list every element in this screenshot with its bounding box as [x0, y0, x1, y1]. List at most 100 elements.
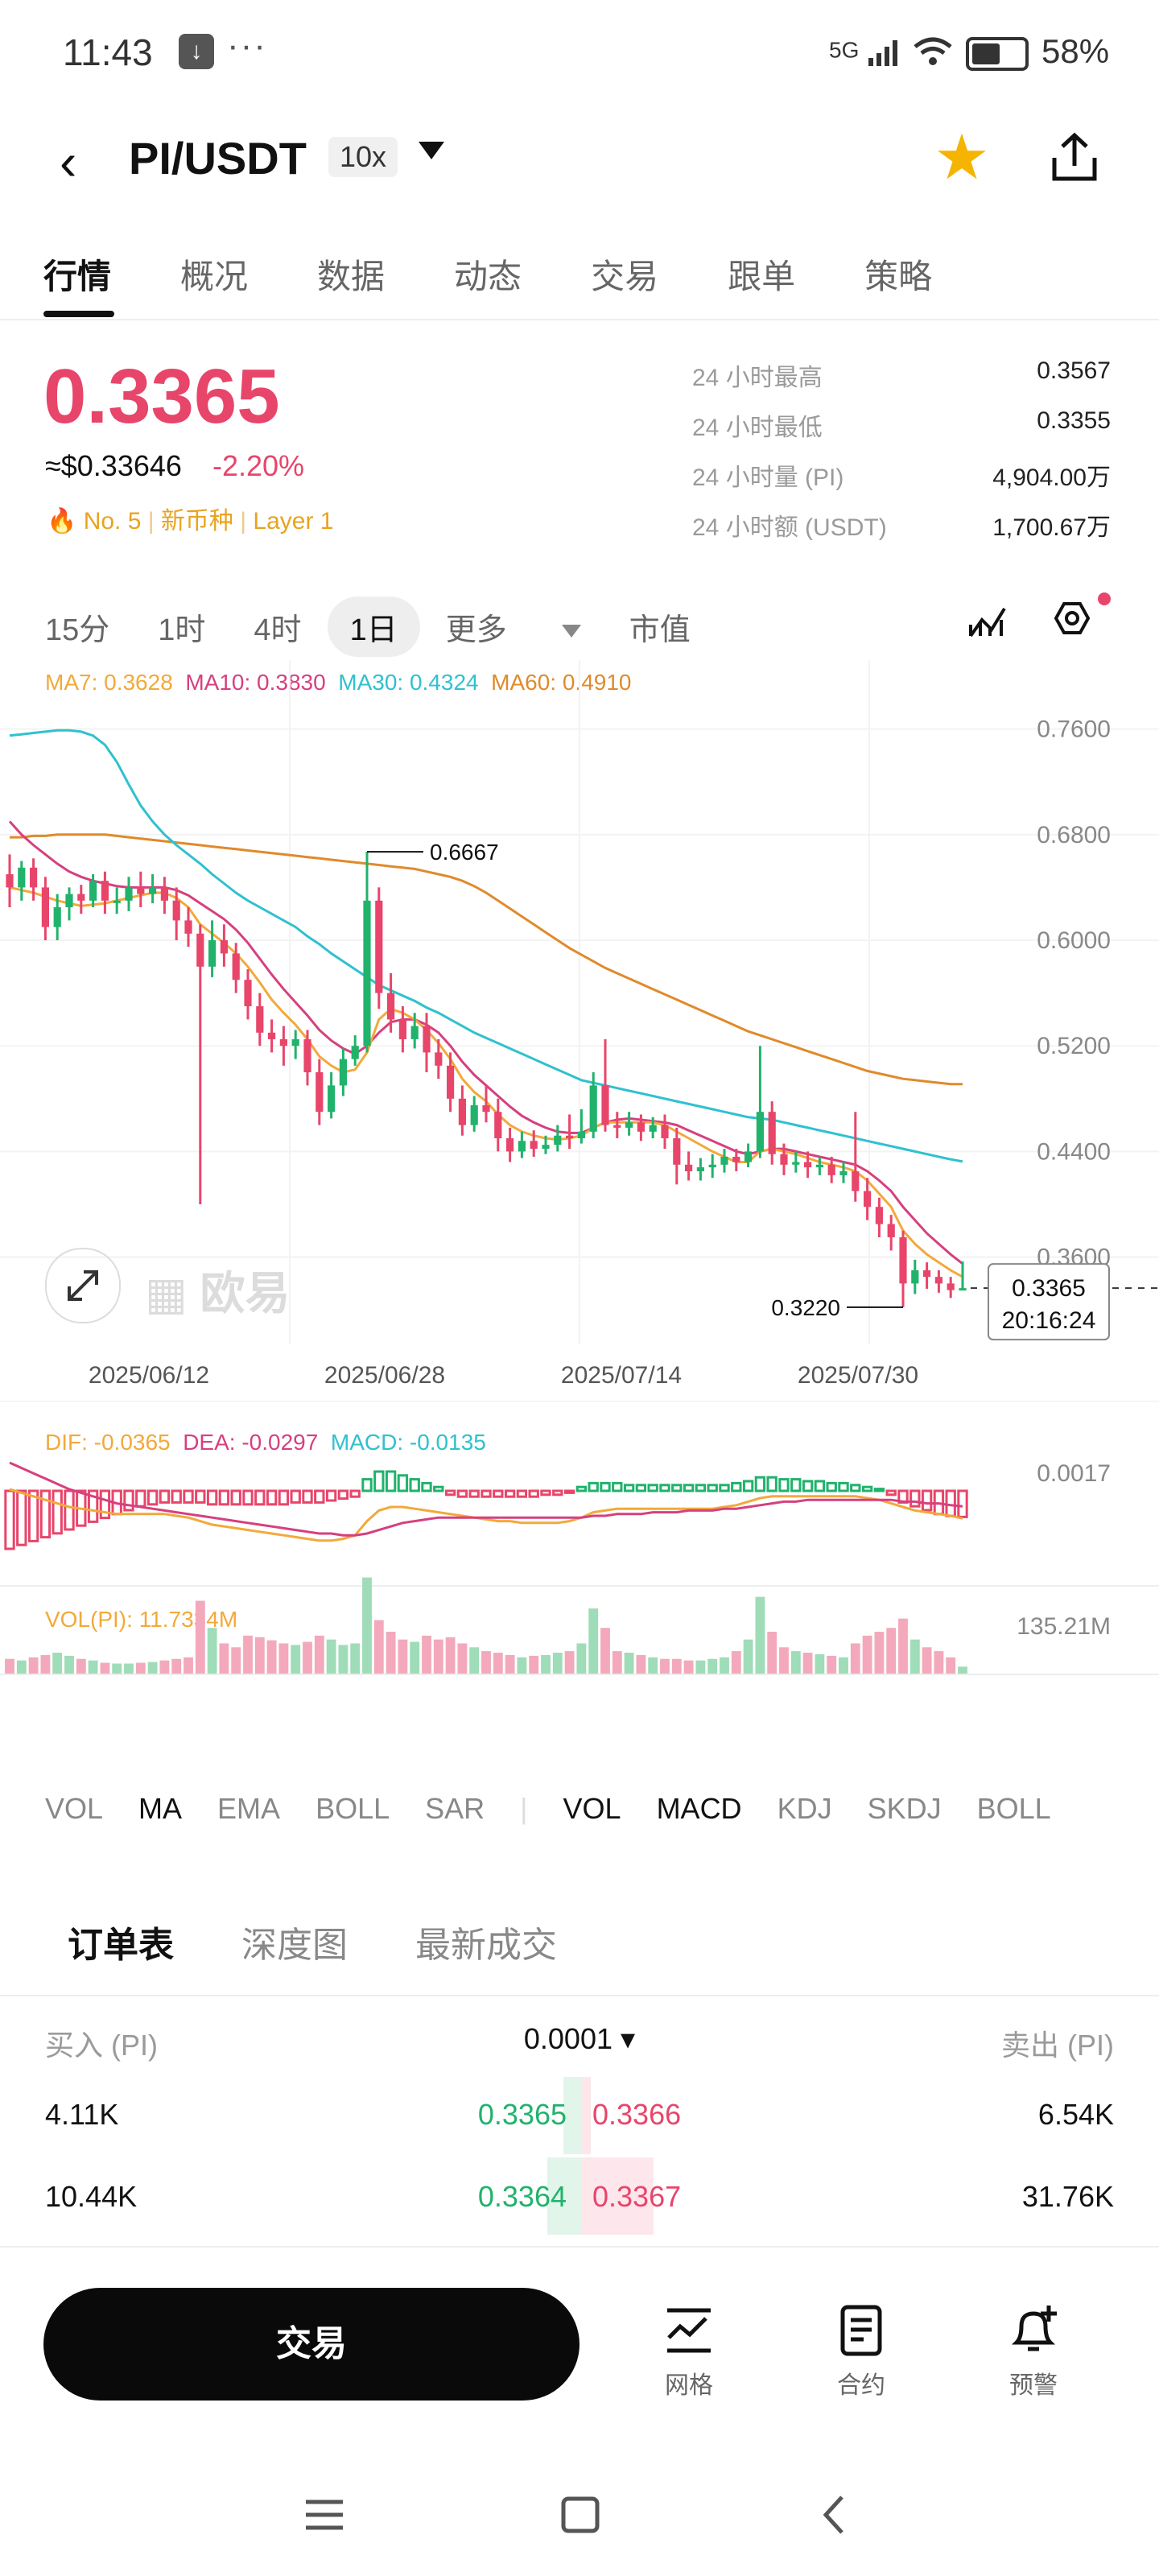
settings-icon[interactable]: [1054, 602, 1091, 634]
macd-bar: [337, 1489, 349, 1501]
home-icon[interactable]: [561, 2496, 600, 2533]
volume-bar: [100, 1662, 110, 1674]
new-coin-tag[interactable]: 新币种: [160, 508, 233, 535]
tab-depth[interactable]: 深度图: [241, 1926, 348, 1965]
sub-macd[interactable]: MACD: [656, 1792, 742, 1825]
grid-button[interactable]: 网格: [633, 2302, 745, 2401]
ind-ema[interactable]: EMA: [217, 1792, 281, 1825]
candle: [530, 1141, 538, 1150]
favorite-star-icon[interactable]: ★: [934, 122, 990, 192]
tf-market-cap[interactable]: 市值: [629, 613, 691, 647]
macd-bar: [528, 1489, 539, 1498]
tf-more[interactable]: 更多: [446, 605, 581, 649]
volume-bar: [76, 1658, 86, 1674]
macd-bar: [195, 1489, 206, 1504]
candle: [30, 867, 38, 888]
y-tick-label: 0.5200: [1037, 1033, 1111, 1059]
tab-news[interactable]: 动态: [454, 257, 522, 295]
candle: [839, 1171, 848, 1175]
macd-bar: [171, 1489, 182, 1504]
tab-orderbook[interactable]: 订单表: [68, 1926, 174, 1965]
tf-4h[interactable]: 4时: [254, 613, 302, 647]
macd-bar: [623, 1484, 635, 1492]
menu-icon[interactable]: [306, 2500, 343, 2530]
contract-button[interactable]: 合约: [805, 2302, 918, 2401]
orderbook-row[interactable]: 4.11K 0.3365 0.3366 6.54K: [45, 2098, 1114, 2131]
back-icon[interactable]: ‹: [60, 133, 77, 191]
usd-price: ≈$0.33646: [45, 449, 182, 482]
indicator-icon[interactable]: [969, 607, 1006, 638]
divider: [0, 1995, 1159, 1996]
trade-button[interactable]: 交易: [43, 2288, 580, 2401]
macd-bar: [64, 1489, 75, 1531]
sub-kdj[interactable]: KDJ: [777, 1792, 832, 1825]
candle: [947, 1283, 955, 1290]
tab-strategy[interactable]: 策略: [864, 257, 933, 295]
volume-bar: [303, 1641, 312, 1674]
sub-boll[interactable]: BOLL: [976, 1792, 1051, 1825]
macd-bar: [838, 1481, 849, 1492]
ind-vol[interactable]: VOL: [45, 1792, 104, 1825]
battery-percent: 58%: [1041, 32, 1110, 70]
volume-bar: [184, 1657, 193, 1674]
y-tick-label: 0.6800: [1037, 822, 1111, 848]
macd-bar: [218, 1489, 230, 1506]
candle: [708, 1164, 716, 1168]
tab-data[interactable]: 数据: [317, 257, 386, 295]
tab-copy[interactable]: 跟单: [728, 257, 796, 295]
candle: [482, 1105, 490, 1113]
macd-bar: [885, 1489, 897, 1496]
chevron-down-icon: ▾: [621, 2022, 636, 2055]
volume-bar: [147, 1662, 158, 1674]
tf-15m[interactable]: 15分: [45, 613, 110, 647]
ind-ma[interactable]: MA: [138, 1792, 183, 1825]
pair-title[interactable]: PI/USDT: [129, 133, 307, 184]
candle: [601, 1085, 609, 1125]
pair-dropdown-icon[interactable]: [419, 142, 444, 159]
macd-bar: [754, 1476, 766, 1492]
macd-bar: [814, 1480, 826, 1492]
ind-boll[interactable]: BOLL: [316, 1792, 390, 1825]
fullscreen-button[interactable]: [45, 1248, 121, 1323]
leverage-badge[interactable]: 10x: [328, 137, 398, 177]
candle: [613, 1125, 621, 1128]
macd-bar: [742, 1480, 754, 1492]
volume-bar: [398, 1639, 408, 1674]
tab-market[interactable]: 行情: [43, 257, 112, 295]
ind-sar[interactable]: SAR: [425, 1792, 485, 1825]
share-icon[interactable]: [1046, 130, 1103, 191]
macd-bar: [409, 1478, 420, 1492]
ind-divider: |: [520, 1792, 528, 1825]
macd-bar: [242, 1489, 254, 1506]
macd-bar: [778, 1478, 790, 1492]
tf-1h[interactable]: 1时: [158, 613, 206, 647]
orderbook-tabs: 订单表 深度图 最新成交: [68, 1916, 625, 1967]
tab-trade[interactable]: 交易: [591, 257, 659, 295]
layer-tag[interactable]: Layer 1: [253, 508, 334, 535]
tf-1d[interactable]: 1日: [327, 596, 420, 657]
rank-tag[interactable]: No. 5: [83, 508, 142, 535]
tab-trades[interactable]: 最新成交: [415, 1926, 557, 1965]
ma30-label: MA30: 0.4324: [338, 670, 479, 695]
volume-bar: [171, 1658, 182, 1674]
tick-select[interactable]: 0.0001 ▾: [523, 2022, 636, 2055]
candle: [934, 1277, 942, 1284]
candle: [387, 993, 395, 1020]
back-nav-icon[interactable]: [823, 2496, 843, 2534]
candle: [470, 1105, 478, 1125]
sub-vol[interactable]: VOL: [563, 1792, 621, 1825]
chart-tools: [966, 596, 1111, 648]
volume-bar: [660, 1658, 670, 1674]
volume-bar: [827, 1655, 837, 1674]
volume-bar: [790, 1651, 801, 1674]
sub-skdj[interactable]: SKDJ: [867, 1792, 942, 1825]
candle: [637, 1122, 645, 1132]
orderbook-row[interactable]: 10.44K 0.3364 0.3367 31.76K: [45, 2180, 1114, 2213]
volume-bar: [314, 1635, 324, 1674]
volume-bar: [802, 1653, 813, 1674]
y-tick-label: 0.4400: [1037, 1138, 1111, 1165]
volume-bar: [695, 1660, 706, 1674]
candlestick-chart[interactable]: 0.76000.68000.60000.52000.44000.36000.66…: [0, 660, 1159, 1385]
tab-overview[interactable]: 概况: [180, 257, 249, 295]
alert-button[interactable]: 预警: [977, 2302, 1090, 2401]
